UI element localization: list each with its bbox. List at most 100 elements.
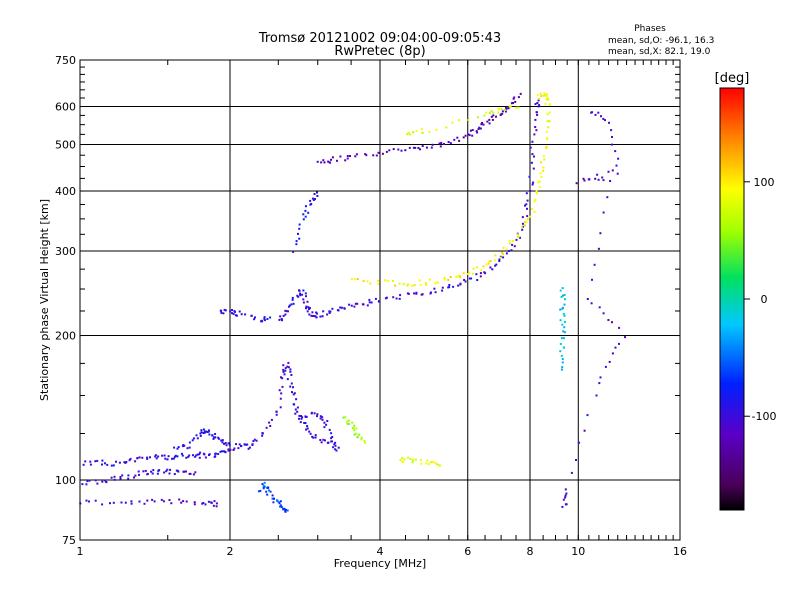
echo-point xyxy=(588,178,591,181)
echo-point xyxy=(207,430,210,433)
echo-point xyxy=(229,448,232,451)
echo-point xyxy=(156,472,159,475)
echo-point xyxy=(526,199,529,202)
echo-point xyxy=(447,278,450,281)
echo-point xyxy=(539,172,542,175)
echo-point xyxy=(560,368,563,371)
echo-point xyxy=(227,449,230,452)
echo-point xyxy=(459,282,462,285)
echo-point xyxy=(304,215,307,218)
echo-point xyxy=(343,307,346,310)
echo-point xyxy=(96,459,99,462)
echo-point xyxy=(217,437,220,440)
echo-point xyxy=(323,161,326,164)
echo-point xyxy=(538,97,540,100)
echo-point xyxy=(295,398,298,401)
echo-point xyxy=(543,92,546,95)
echo-point xyxy=(224,451,227,454)
echo-point xyxy=(311,311,314,314)
echo-point xyxy=(278,389,281,392)
echo-point xyxy=(476,131,479,134)
echo-point xyxy=(279,406,282,409)
y-tick-label: 750 xyxy=(55,54,76,67)
echo-point xyxy=(320,441,323,444)
echo-point xyxy=(85,499,88,502)
echo-point xyxy=(284,367,287,370)
echo-point xyxy=(322,438,325,441)
echo-point xyxy=(617,157,620,160)
echo-point xyxy=(243,443,246,446)
echo-point xyxy=(519,236,521,239)
echo-point xyxy=(112,464,115,467)
echo-point xyxy=(337,309,340,312)
echo-point xyxy=(438,142,441,145)
echo-point xyxy=(151,472,154,475)
echo-point xyxy=(101,480,104,483)
echo-point xyxy=(240,313,243,316)
phases-title: Phases xyxy=(634,24,666,34)
echo-point xyxy=(282,364,285,367)
echo-point xyxy=(289,368,292,371)
echo-point xyxy=(286,365,289,368)
echo-point xyxy=(471,272,474,275)
echo-point xyxy=(538,180,541,183)
echo-point xyxy=(252,440,255,443)
echo-point xyxy=(443,278,446,281)
echo-point xyxy=(146,457,149,460)
echo-point xyxy=(487,262,490,265)
echo-point xyxy=(489,266,492,269)
echo-point xyxy=(316,415,318,418)
echo-point xyxy=(417,147,420,149)
echo-point xyxy=(321,418,324,421)
echo-point xyxy=(305,295,307,298)
echo-point xyxy=(215,505,218,508)
echo-point xyxy=(607,319,610,321)
echo-point xyxy=(544,102,547,105)
echo-point xyxy=(498,260,501,262)
echo-point xyxy=(89,463,92,466)
echo-point xyxy=(542,169,545,172)
echo-point xyxy=(119,477,122,480)
echo-point xyxy=(283,373,286,376)
echo-point xyxy=(542,166,545,169)
echo-point xyxy=(512,102,514,104)
echo-point xyxy=(536,114,539,116)
echo-point xyxy=(437,281,440,284)
echo-point xyxy=(482,123,485,126)
echo-point xyxy=(185,470,187,473)
echo-point xyxy=(448,284,451,286)
echo-point xyxy=(488,118,491,121)
echo-point xyxy=(282,368,285,371)
echo-point xyxy=(94,499,97,502)
echo-point xyxy=(457,284,460,287)
echo-point xyxy=(215,502,218,505)
y-axis-label: Stationary phase Virtual Height [km] xyxy=(38,199,51,401)
data-points xyxy=(79,92,626,513)
echo-point xyxy=(260,319,263,322)
echo-point xyxy=(492,111,495,114)
echo-point xyxy=(195,434,198,437)
echo-point xyxy=(323,426,326,429)
echo-point xyxy=(345,421,348,424)
echo-point xyxy=(561,323,564,326)
echo-point xyxy=(524,204,526,207)
echo-point xyxy=(319,417,322,420)
echo-point xyxy=(421,131,424,134)
echo-point xyxy=(220,309,223,312)
echo-point xyxy=(262,484,265,487)
echo-point xyxy=(449,142,452,145)
echo-point xyxy=(466,273,469,275)
echo-point xyxy=(476,279,479,281)
echo-point xyxy=(188,454,191,457)
echo-point xyxy=(351,421,354,424)
echo-point xyxy=(281,319,283,322)
echo-point xyxy=(538,104,541,107)
echo-point xyxy=(282,507,285,510)
echo-point xyxy=(195,454,198,457)
echo-point xyxy=(494,264,497,267)
echo-point xyxy=(310,202,313,205)
echo-point xyxy=(334,441,337,444)
echo-point xyxy=(480,269,483,272)
echo-point xyxy=(346,155,349,157)
echo-point xyxy=(220,311,223,314)
